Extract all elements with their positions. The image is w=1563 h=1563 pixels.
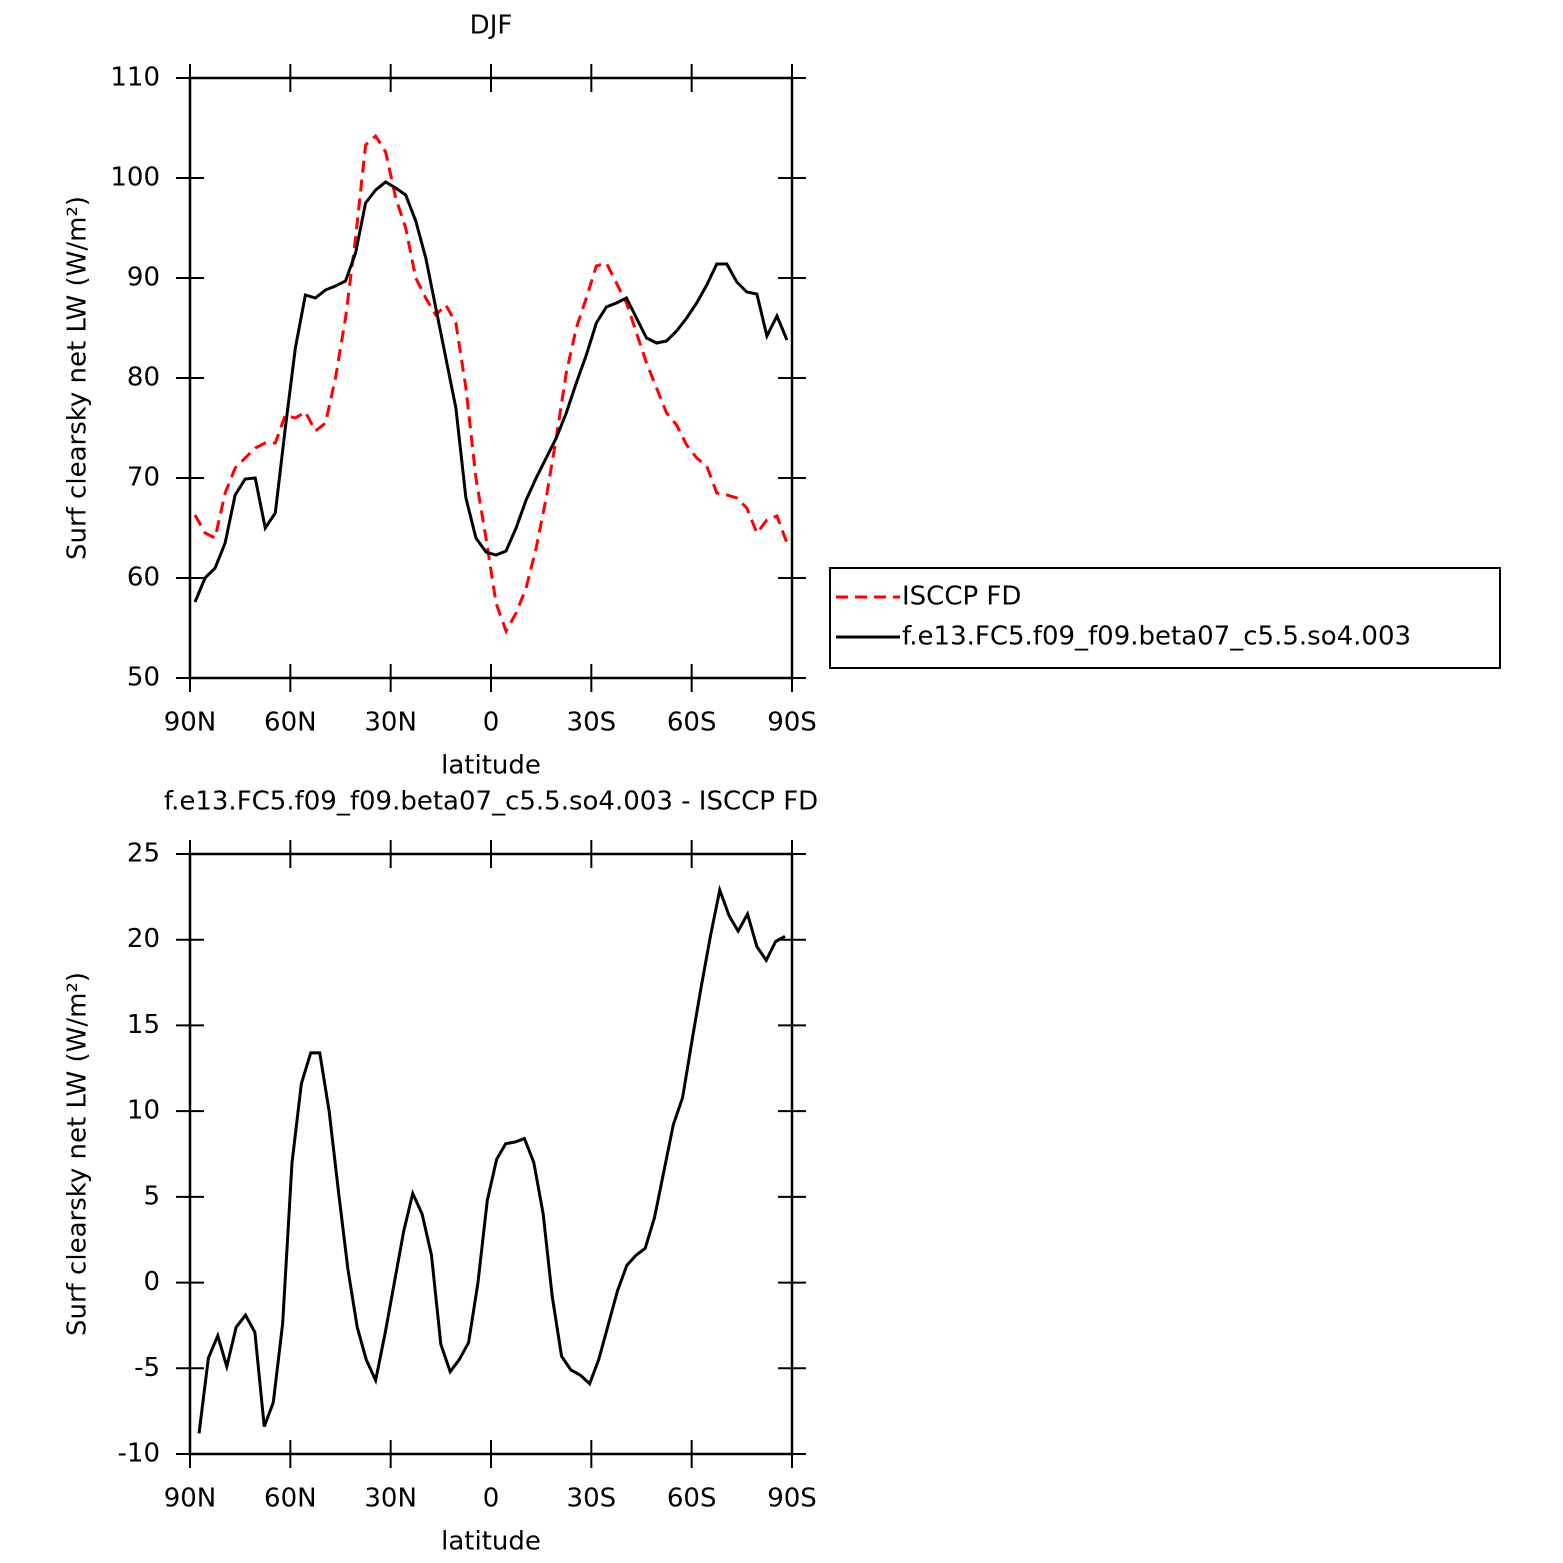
x-tick-label: 90S [767, 1484, 817, 1514]
y-tick-label: 15 [127, 1010, 160, 1040]
y-tick-label: 25 [127, 839, 160, 869]
data-line [197, 884, 786, 1434]
x-tick-label: 60N [264, 1484, 317, 1514]
y-tick-label: -10 [118, 1439, 160, 1469]
legend-label: f.e13.FC5.f09_f09.beta07_c5.5.so4.003 [902, 622, 1411, 652]
y-tick-label: 70 [127, 463, 160, 493]
plot-frame [188, 852, 794, 1456]
y-tick-label: -5 [134, 1353, 160, 1383]
x-tick-label: 60S [667, 708, 717, 738]
y-axis-label: Surf clearsky net LW (W/m²) [63, 196, 93, 560]
x-tick-label: 30S [567, 708, 617, 738]
y-tick-label: 90 [127, 263, 160, 293]
y-tick-label: 10 [127, 1096, 160, 1126]
x-tick-label: 90S [767, 708, 817, 738]
x-tick-label: 60N [264, 708, 317, 738]
legend-box [829, 567, 1501, 669]
data-line [193, 133, 789, 635]
data-line [193, 180, 789, 603]
x-tick-label: 30N [364, 708, 417, 738]
chart-title: DJF [470, 11, 513, 41]
y-tick-label: 5 [143, 1181, 160, 1211]
y-tick-label: 110 [110, 63, 160, 93]
x-axis-label: latitude [441, 751, 541, 781]
chart-title: f.e13.FC5.f09_f09.beta07_c5.5.so4.003 - … [164, 787, 818, 817]
x-tick-label: 30S [567, 1484, 617, 1514]
y-tick-label: 0 [143, 1267, 160, 1297]
y-tick-label: 20 [127, 924, 160, 954]
y-tick-label: 80 [127, 363, 160, 393]
x-tick-label: 0 [483, 708, 500, 738]
plot-frame [188, 76, 794, 680]
x-tick-label: 90N [164, 708, 217, 738]
x-tick-label: 30N [364, 1484, 417, 1514]
y-tick-label: 100 [110, 163, 160, 193]
x-tick-label: 0 [483, 1484, 500, 1514]
x-tick-label: 60S [667, 1484, 717, 1514]
x-tick-label: 90N [164, 1484, 217, 1514]
y-tick-label: 50 [127, 663, 160, 693]
y-tick-label: 60 [127, 563, 160, 593]
legend-label: ISCCP FD [902, 582, 1021, 612]
y-axis-label: Surf clearsky net LW (W/m²) [63, 972, 93, 1336]
x-axis-label: latitude [441, 1527, 541, 1557]
